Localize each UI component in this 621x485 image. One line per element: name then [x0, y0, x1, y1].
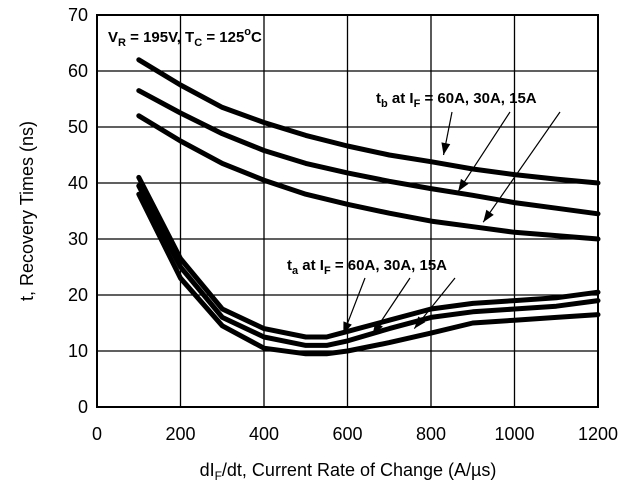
- x-tick-label-1000: 1000: [494, 424, 534, 444]
- x-axis-title: dIF/dt, Current Rate of Change (A/µs): [200, 460, 497, 483]
- arrow-head-0-0: [441, 142, 451, 155]
- series-line-3: [136, 113, 601, 242]
- annotation-tb: tb at IF = 60A, 30A, 15A: [376, 90, 537, 110]
- arrow-head-0-2: [483, 209, 494, 223]
- arrow-head-1-1: [372, 321, 383, 335]
- series-line-4: [136, 174, 601, 340]
- plot-frame: [96, 14, 599, 408]
- y-tick-label-10: 10: [68, 341, 88, 361]
- y-axis-title: t, Recovery Times (ns): [17, 121, 37, 301]
- x-tick-label-200: 200: [165, 424, 195, 444]
- series-line-6: [136, 191, 601, 357]
- arrow-head-1-0: [343, 321, 352, 335]
- y-tick-label-60: 60: [68, 61, 88, 81]
- annotation-ta: ta at IF = 60A, 30A, 15A: [287, 257, 447, 277]
- x-tick-label-1200: 1200: [578, 424, 618, 444]
- annotation-arrow-0-1: [457, 111, 511, 192]
- arrow-head-1-2: [414, 316, 426, 329]
- annotation-arrow-0-2: [482, 111, 561, 223]
- series-line-1: [136, 57, 601, 186]
- x-tick-label-600: 600: [332, 424, 362, 444]
- tick-labels: 0 200 400 600 800 1000 1200 0 10 20 30 40 50 60 70: [68, 5, 618, 444]
- arrow-head-0-1: [458, 178, 469, 192]
- x-tick-label-800: 800: [416, 424, 446, 444]
- annotation-arrows: [342, 111, 561, 335]
- conditions-label: VR = 195V, TC = 125oC: [108, 26, 262, 49]
- y-tick-label-40: 40: [68, 173, 88, 193]
- series-line-2: [136, 88, 601, 217]
- grid: [97, 15, 598, 407]
- series-group: [136, 57, 601, 357]
- y-tick-label-0: 0: [78, 397, 88, 417]
- y-tick-label-30: 30: [68, 229, 88, 249]
- x-tick-label-0: 0: [92, 424, 102, 444]
- y-tick-label-20: 20: [68, 285, 88, 305]
- y-tick-label-70: 70: [68, 5, 88, 25]
- series-line-5: [136, 183, 601, 348]
- y-tick-label-50: 50: [68, 117, 88, 137]
- x-tick-label-400: 400: [249, 424, 279, 444]
